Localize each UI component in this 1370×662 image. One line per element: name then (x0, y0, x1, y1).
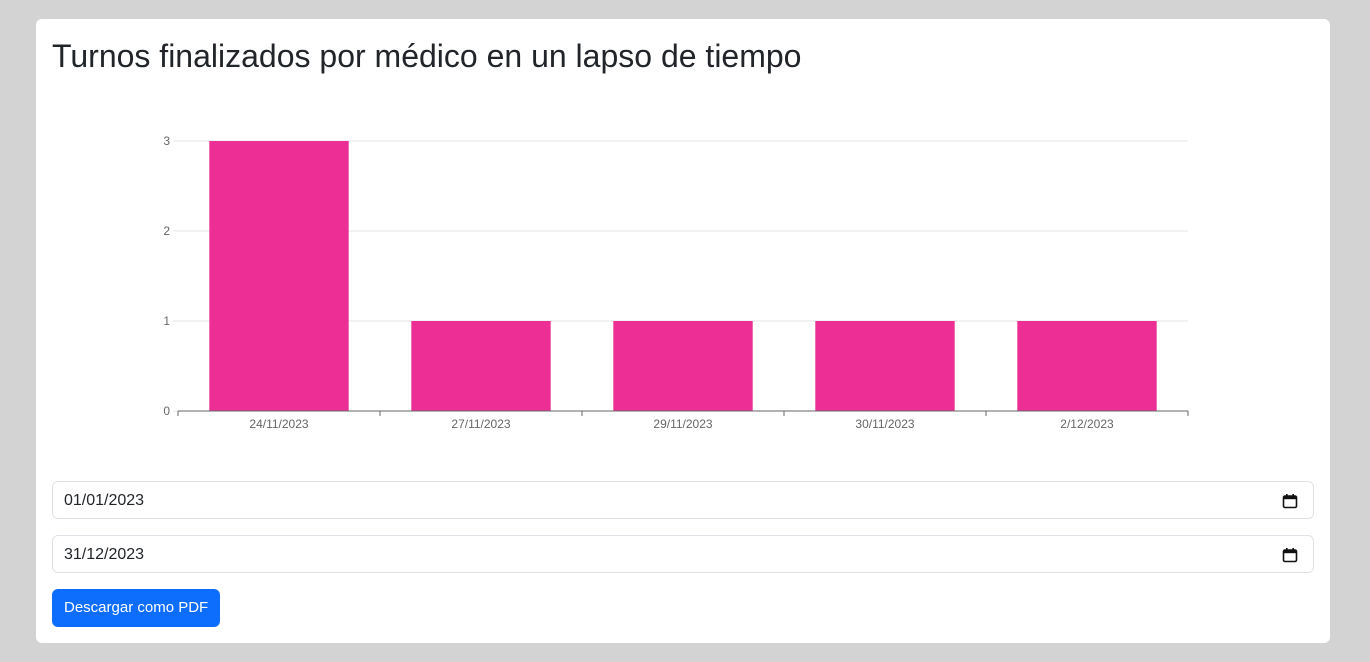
end-date-input[interactable]: 31/12/2023 (52, 535, 1314, 573)
page-title: Turnos finalizados por médico en un laps… (52, 38, 802, 74)
bar[interactable] (815, 321, 955, 411)
bar[interactable] (613, 321, 753, 411)
y-tick-label: 1 (163, 314, 170, 328)
bar[interactable] (209, 141, 349, 411)
bar[interactable] (411, 321, 551, 411)
y-tick-label: 0 (163, 404, 170, 418)
report-card: Turnos finalizados por médico en un laps… (36, 19, 1330, 643)
end-date-value: 31/12/2023 (64, 546, 145, 563)
x-tick-label: 29/11/2023 (653, 417, 712, 431)
start-date-input[interactable]: 01/01/2023 (52, 481, 1314, 519)
x-tick-label: 27/11/2023 (451, 417, 510, 431)
x-tick-labels: 24/11/2023 27/11/2023 29/11/2023 30/11/2023… (249, 417, 1114, 431)
calendar-icon[interactable] (1282, 547, 1298, 563)
x-tick-label: 30/11/2023 (855, 417, 914, 431)
x-tick-label: 24/11/2023 (249, 417, 308, 431)
bar-chart: 0 1 2 3 24/11/2023 27/11/2023 29/11/2023 30/11… (163, 134, 1189, 431)
y-tick-labels: 0 1 2 3 (163, 134, 170, 418)
calendar-icon[interactable] (1282, 493, 1298, 509)
bar[interactable] (1017, 321, 1157, 411)
y-tick-label: 3 (163, 134, 170, 148)
start-date-value: 01/01/2023 (64, 492, 145, 509)
bars (209, 141, 1157, 411)
y-tick-label: 2 (163, 224, 170, 238)
download-pdf-button[interactable]: Descargar como PDF (52, 589, 221, 627)
axes (173, 140, 1189, 416)
x-tick-label: 2/12/2023 (1060, 417, 1114, 431)
